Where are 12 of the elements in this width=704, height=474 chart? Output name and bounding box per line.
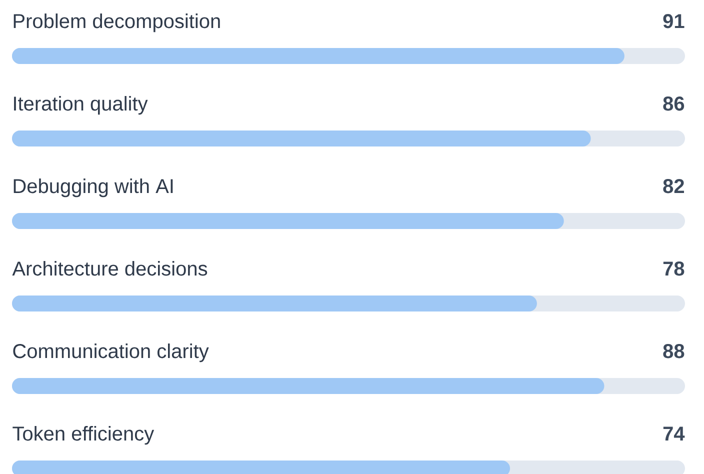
y-tick-label: Debugging with AI [14, 178, 173, 198]
data-label: 88 [663, 344, 684, 358]
data-label: 78 [663, 262, 684, 276]
data-label: 86 [663, 96, 684, 111]
data-label: 91 [663, 14, 684, 28]
data-label: 74 [663, 426, 685, 441]
data-label: 82 [663, 179, 684, 194]
y-tick-label: Communication clarity [13, 344, 209, 362]
y-tick-label: Architecture decisions [12, 261, 208, 276]
y-tick-label: Problem decomposition [14, 14, 220, 32]
y-tick-label: Token efficiency [12, 426, 154, 445]
y-tick-label: Iteration quality [14, 96, 148, 115]
